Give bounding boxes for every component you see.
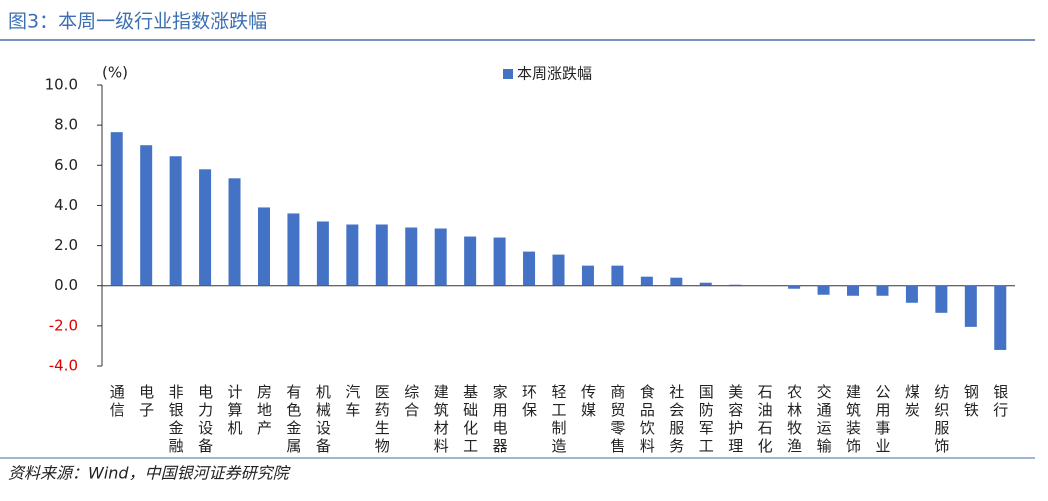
y-unit: (%) bbox=[102, 64, 128, 82]
bar bbox=[670, 278, 682, 286]
x-tick-label: 石油石化 bbox=[756, 384, 774, 456]
x-tick-label: 农林牧渔 bbox=[785, 384, 803, 456]
x-tick-label: 机械设备 bbox=[314, 384, 332, 456]
x-tick-label: 建筑装饰 bbox=[844, 384, 862, 456]
x-tick-label: 电子 bbox=[137, 384, 155, 420]
bar bbox=[317, 221, 329, 285]
legend-swatch bbox=[503, 69, 513, 79]
x-tick-label: 通信 bbox=[108, 384, 126, 420]
x-tick-label: 美容护理 bbox=[726, 384, 744, 456]
bar bbox=[611, 266, 623, 286]
bar bbox=[582, 266, 594, 286]
bar bbox=[111, 132, 123, 286]
x-tick-label: 非银金融 bbox=[167, 384, 185, 456]
bar bbox=[199, 169, 211, 285]
bar bbox=[405, 228, 417, 286]
bar bbox=[700, 283, 712, 286]
bar bbox=[729, 285, 741, 286]
x-tick-label: 环保 bbox=[520, 384, 538, 420]
bar bbox=[376, 224, 388, 285]
bar bbox=[788, 286, 800, 289]
x-tick-label: 交通运输 bbox=[815, 383, 833, 456]
x-tick-label: 纺织服饰 bbox=[932, 384, 950, 456]
bar bbox=[464, 237, 476, 286]
bar bbox=[553, 255, 565, 286]
x-tick-label: 综合 bbox=[402, 384, 420, 420]
y-tick-label: 6.0 bbox=[54, 156, 78, 174]
x-tick-label: 商贸零售 bbox=[608, 384, 626, 456]
bar bbox=[435, 229, 447, 286]
x-tick-label: 银行 bbox=[991, 384, 1009, 420]
bar bbox=[170, 156, 182, 285]
x-tick-label: 电力设备 bbox=[196, 384, 214, 456]
bar bbox=[140, 145, 152, 286]
x-tick-label: 建筑材料 bbox=[432, 384, 450, 456]
bar bbox=[906, 286, 918, 303]
x-tick-label: 家用电器 bbox=[491, 384, 509, 456]
x-tick-label: 有色金属 bbox=[284, 384, 302, 456]
bar bbox=[994, 286, 1006, 350]
y-tick-label: 8.0 bbox=[54, 116, 78, 134]
y-tick-label: 4.0 bbox=[54, 196, 78, 214]
x-tick-label: 食品饮料 bbox=[638, 384, 656, 456]
x-tick-label: 轻工制造 bbox=[550, 384, 568, 456]
bar bbox=[523, 252, 535, 286]
bar bbox=[935, 286, 947, 313]
bar bbox=[847, 286, 859, 296]
y-tick-label: 10.0 bbox=[45, 76, 78, 94]
x-tick-label: 国防军工 bbox=[697, 384, 715, 456]
bar bbox=[229, 178, 241, 285]
x-tick-label: 社会服务 bbox=[667, 384, 685, 456]
bar bbox=[287, 213, 299, 285]
bar bbox=[258, 207, 270, 285]
y-tick-label: -2.0 bbox=[49, 316, 78, 334]
y-tick-label: -4.0 bbox=[49, 357, 78, 375]
y-tick-label: 0.0 bbox=[54, 276, 78, 294]
legend-label: 本周涨跌幅 bbox=[517, 65, 592, 83]
x-tick-label: 医药生物 bbox=[373, 384, 391, 456]
bar bbox=[965, 286, 977, 327]
bar bbox=[494, 238, 506, 286]
x-tick-label: 汽车 bbox=[343, 384, 361, 420]
x-tick-label: 基础化工 bbox=[461, 384, 479, 456]
x-tick-label: 房地产 bbox=[255, 384, 273, 438]
bar bbox=[876, 286, 888, 296]
chart-title: 图3：本周一级行业指数涨跌幅 bbox=[8, 11, 267, 33]
bar bbox=[641, 277, 653, 286]
x-tick-label: 传媒 bbox=[579, 384, 597, 420]
source-note: 资料来源：Wind，中国银河证券研究院 bbox=[8, 464, 292, 483]
x-tick-label: 钢铁 bbox=[962, 384, 980, 420]
bar bbox=[818, 286, 830, 295]
bar bbox=[346, 224, 358, 285]
x-tick-label: 公用事业 bbox=[873, 384, 891, 456]
x-tick-label: 煤炭 bbox=[903, 384, 921, 420]
y-tick-label: 2.0 bbox=[54, 236, 78, 254]
x-tick-label: 计算机 bbox=[226, 384, 244, 438]
